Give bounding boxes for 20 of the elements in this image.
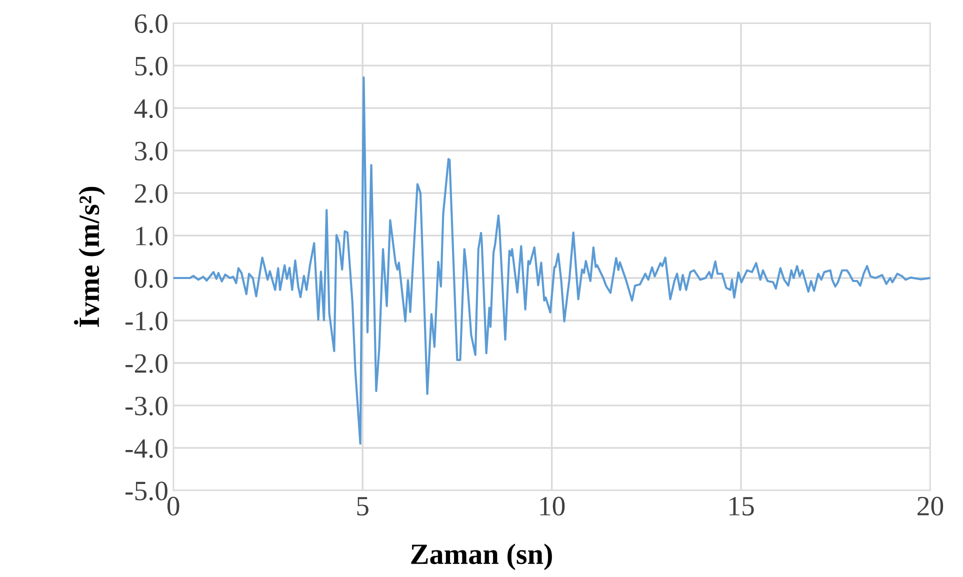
y-tick-label: 2.0: [134, 184, 168, 204]
y-tick-label: -3.0: [126, 396, 168, 416]
x-tick-label: 10: [540, 496, 565, 516]
y-axis-title: İvme (m/s²): [74, 186, 106, 327]
y-tick-label: -5.0: [126, 482, 168, 500]
y-tick-label: 5.0: [135, 56, 168, 76]
line-series: [173, 76, 930, 445]
y-tick-label: 0.0: [134, 269, 168, 288]
y-tick-label: 6.0: [134, 14, 168, 34]
y-tick-label: -2.0: [126, 354, 168, 374]
x-tick-label: 5: [357, 497, 368, 516]
y-tick-label: -1.0: [126, 312, 168, 331]
x-tick-label: 20: [918, 496, 944, 516]
x-axis-title: Zaman (sn): [411, 544, 552, 570]
y-tick-label: -4.0: [126, 439, 168, 458]
y-tick-label: 3.0: [135, 142, 168, 161]
y-tick-label: 1.0: [136, 226, 168, 246]
x-tick-label: 0: [167, 496, 180, 516]
x-tick-label: 15: [730, 496, 754, 516]
y-tick-label: 4.0: [134, 99, 168, 118]
